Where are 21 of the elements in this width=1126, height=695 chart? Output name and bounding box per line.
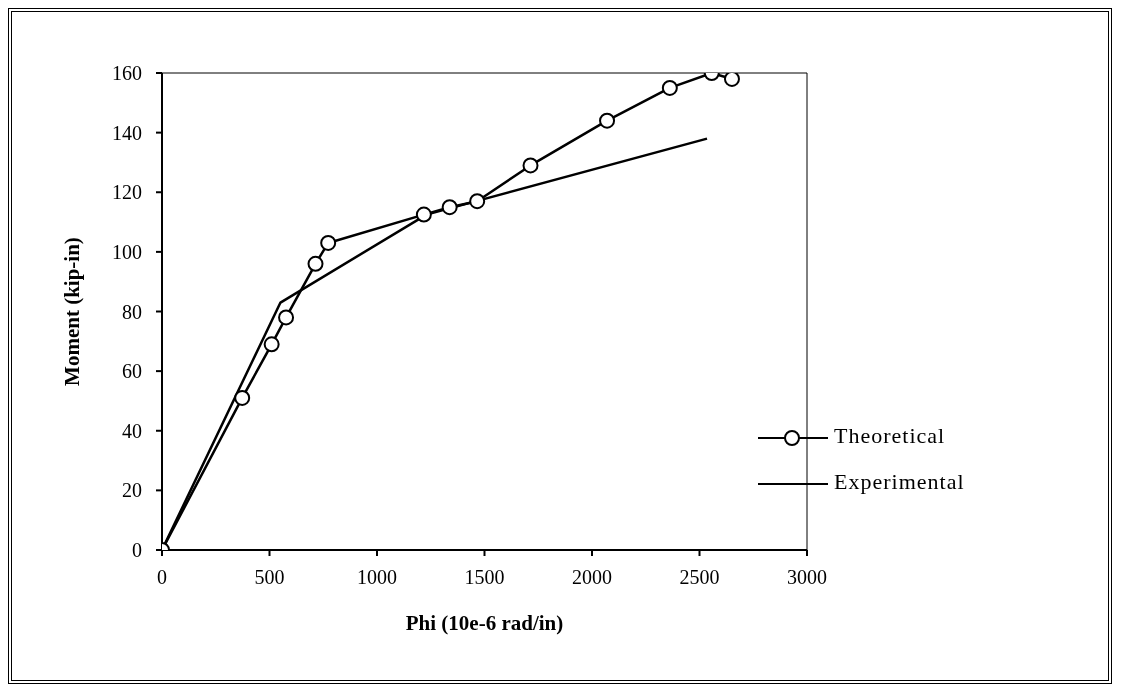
x-tick-label: 0: [157, 566, 167, 589]
y-tick-label: 160: [112, 62, 142, 85]
y-tick-label: 120: [112, 181, 142, 204]
y-tick-label: 40: [122, 419, 142, 442]
x-tick-label: 1000: [357, 566, 397, 589]
x-tick-label: 2500: [679, 566, 720, 589]
y-tick-label: 0: [132, 539, 142, 562]
y-tick-label: 140: [112, 121, 142, 144]
y-tick-label: 20: [122, 479, 142, 502]
y-axis-title: Moment (kip-in): [60, 237, 85, 386]
y-tick-label: 80: [122, 300, 142, 323]
x-tick-label: 500: [254, 566, 285, 589]
legend-label: Experimental: [834, 469, 965, 495]
y-tick-label: 100: [112, 240, 142, 263]
y-tick-label: 60: [122, 360, 142, 383]
x-tick-label: 3000: [787, 566, 827, 589]
legend-label: Theoretical: [834, 423, 946, 449]
x-tick-label: 2000: [572, 566, 612, 589]
x-tick-label: 1500: [464, 566, 505, 589]
x-axis-title: Phi (10e-6 rad/in): [405, 611, 564, 635]
page-frame: Theoretical Experimental 0 500 1000 1500 2000 2500 3000 Phi (10e-6 rad/in) 0 20 40 60 80 100 120 140 160 Moment (kip-in): [8, 8, 1112, 684]
